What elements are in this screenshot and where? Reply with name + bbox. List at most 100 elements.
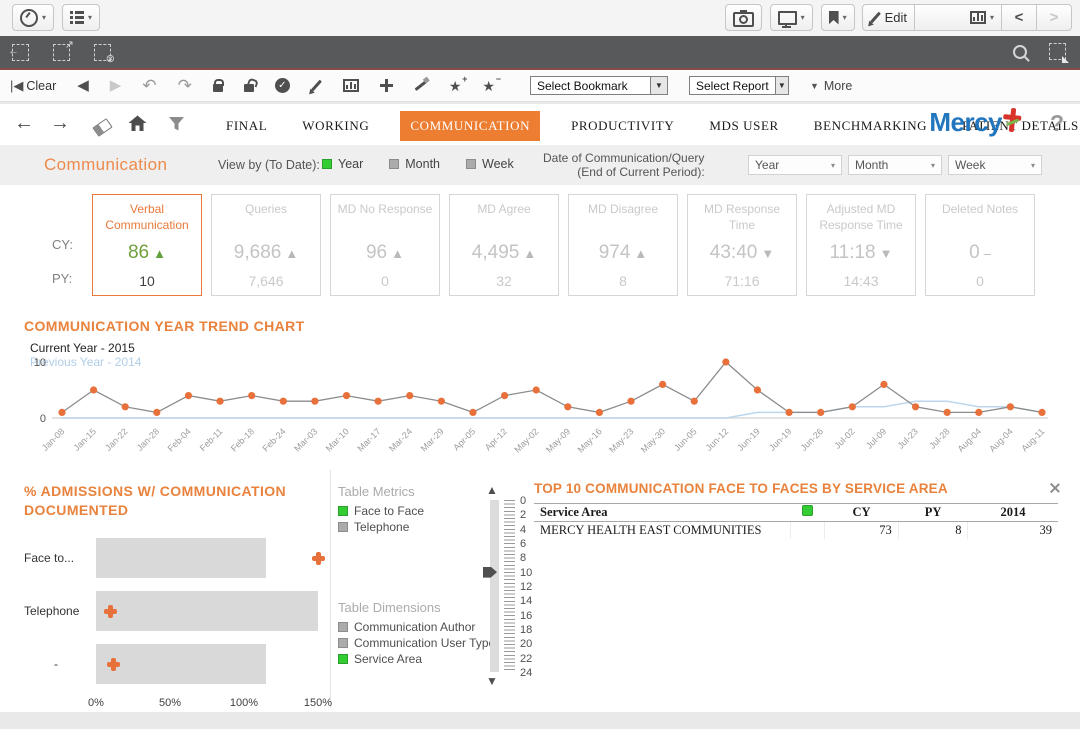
trend-data-point[interactable] [248, 392, 256, 400]
lock-button[interactable] [212, 79, 224, 92]
unlock-button[interactable] [243, 79, 254, 92]
trend-data-point[interactable] [627, 397, 635, 405]
trend-data-point[interactable] [469, 408, 477, 416]
trend-data-point[interactable] [58, 408, 66, 416]
edit-note-button[interactable] [310, 79, 322, 92]
trend-data-point[interactable] [722, 358, 730, 366]
checkbox-communication-author[interactable]: Communication Author [338, 620, 534, 634]
admissions-bar[interactable] [96, 538, 267, 579]
close-icon[interactable] [1050, 483, 1060, 493]
prev-sheet-button[interactable]: < [1001, 4, 1037, 31]
kpi-card-md-agree[interactable]: MD Agree 4,495 ▲ 32 [449, 194, 559, 296]
mercy-logo[interactable]: Mercy [929, 107, 1022, 139]
view-by-week[interactable]: Week [466, 157, 514, 171]
step-back-selection-icon[interactable]: ← [8, 44, 29, 61]
trend-data-point[interactable] [437, 397, 445, 405]
list-view-button[interactable]: ▾ [62, 4, 101, 31]
filter-icon[interactable] [168, 116, 185, 136]
tab-benchmarking[interactable]: BENCHMARKING [813, 118, 928, 133]
pointer-tool-button[interactable] [414, 80, 428, 91]
time-navigator-button[interactable]: ▾ [12, 4, 55, 31]
trend-data-point[interactable] [817, 408, 825, 416]
view-by-year[interactable]: Year [322, 157, 363, 171]
redo-button[interactable]: ↷ [178, 77, 192, 94]
trend-data-point[interactable] [785, 408, 793, 416]
kpi-card-md-response-time[interactable]: MD Response Time 43:40 ▼ 71:16 [687, 194, 797, 296]
forward-button[interactable]: ▶ [110, 78, 122, 93]
tab-working[interactable]: WORKING [302, 118, 370, 133]
period-select-year[interactable]: Year ▾ [748, 155, 842, 175]
more-button[interactable]: ▼ More [810, 79, 852, 93]
kpi-card-md-no-response[interactable]: MD No Response 96 ▲ 0 [330, 194, 440, 296]
period-select-month[interactable]: Month ▾ [848, 155, 942, 175]
help-button[interactable]: ? [1049, 110, 1064, 136]
edit-button[interactable]: Edit [861, 4, 915, 31]
plus-marker-icon[interactable] [311, 551, 325, 565]
undo-button[interactable]: ↶ [142, 77, 156, 94]
add-button[interactable] [379, 79, 393, 92]
select-report-dropdown[interactable]: Select Report ▼ [688, 76, 789, 95]
clear-selection-icon[interactable]: ⊗ [94, 44, 115, 65]
checkbox-telephone[interactable]: Telephone [338, 520, 468, 534]
trend-data-point[interactable] [595, 408, 604, 416]
trend-data-point[interactable] [753, 386, 762, 394]
admissions-bar[interactable] [96, 644, 267, 685]
trend-data-point[interactable] [911, 403, 920, 411]
trend-data-point[interactable] [406, 392, 414, 400]
trend-data-point[interactable] [975, 408, 983, 416]
kpi-card-verbal-communication[interactable]: Verbal Communication 86 ▲ 10 [92, 194, 202, 296]
select-bookmark-dropdown[interactable]: Select Bookmark ▼ [529, 76, 668, 95]
back-button[interactable]: ◀ [77, 78, 89, 93]
trend-data-point[interactable] [1038, 408, 1046, 416]
trend-data-point[interactable] [500, 392, 509, 400]
snapshot-button[interactable] [724, 4, 762, 31]
column-header-2014[interactable]: 2014 [967, 503, 1058, 522]
trend-data-point[interactable] [943, 408, 951, 416]
kpi-card-queries[interactable]: Queries 9,686 ▲ 7,646 [211, 194, 321, 296]
trend-data-point[interactable] [848, 403, 856, 411]
trend-data-point[interactable] [90, 386, 98, 394]
period-select-week[interactable]: Week ▾ [948, 155, 1042, 175]
back-arrow-icon[interactable]: ← [14, 112, 34, 134]
present-button[interactable]: ▾ [769, 4, 813, 31]
table-row[interactable]: MERCY HEALTH EAST COMMUNITIES 73 8 39 [534, 521, 1058, 539]
apply-button[interactable]: ✓ [274, 78, 290, 93]
home-icon[interactable] [128, 115, 147, 136]
trend-data-point[interactable] [184, 392, 193, 400]
trend-data-point[interactable] [564, 403, 572, 411]
step-forward-selection-icon[interactable]: ↗ [53, 40, 74, 61]
sheet-objects-button[interactable]: ▾ [914, 4, 1002, 31]
trend-data-point[interactable] [216, 397, 224, 405]
column-header-cy[interactable]: CY [824, 503, 899, 522]
clear-button[interactable]: |◀ Clear [10, 79, 56, 93]
tab-mds-user[interactable]: MDS USER [709, 118, 779, 133]
trend-data-point[interactable] [690, 397, 698, 405]
kpi-card-adjusted-md-response-time[interactable]: Adjusted MD Response Time 11:18 ▼ 14:43 [806, 194, 916, 296]
bookmark-button[interactable]: ▾ [820, 4, 855, 31]
select-all-icon[interactable] [1049, 43, 1069, 63]
trend-data-point[interactable] [532, 386, 540, 394]
checkbox-service-area[interactable]: Service Area [338, 652, 534, 666]
kpi-card-deleted-notes[interactable]: Deleted Notes 0–0 [925, 194, 1035, 296]
chart-object-button[interactable] [342, 79, 359, 92]
trend-data-point[interactable] [374, 397, 382, 405]
tab-final[interactable]: FINAL [226, 118, 268, 133]
trend-data-point[interactable] [342, 392, 351, 400]
slider-handle[interactable] [483, 566, 497, 578]
trend-data-point[interactable] [880, 380, 888, 388]
slider-up-arrow[interactable]: ▲ [486, 483, 498, 497]
eraser-icon[interactable] [92, 117, 113, 137]
remove-bookmark-button[interactable]: ★ − [482, 74, 501, 93]
trend-data-point[interactable] [153, 408, 161, 416]
next-sheet-button[interactable]: > [1036, 4, 1072, 31]
kpi-card-md-disagree[interactable]: MD Disagree 974 ▲ 8 [568, 194, 678, 296]
add-bookmark-button[interactable]: ★ + [449, 74, 468, 93]
checkbox-face-to-face[interactable]: Face to Face [338, 504, 468, 518]
plus-marker-icon[interactable] [107, 657, 121, 671]
slider-down-arrow[interactable]: ▼ [486, 674, 498, 688]
plus-marker-icon[interactable] [104, 604, 118, 618]
tab-productivity[interactable]: PRODUCTIVITY [571, 118, 675, 133]
trend-data-point[interactable] [121, 403, 129, 411]
column-header-service-area[interactable]: Service Area [534, 503, 791, 522]
view-by-month[interactable]: Month [389, 157, 440, 171]
